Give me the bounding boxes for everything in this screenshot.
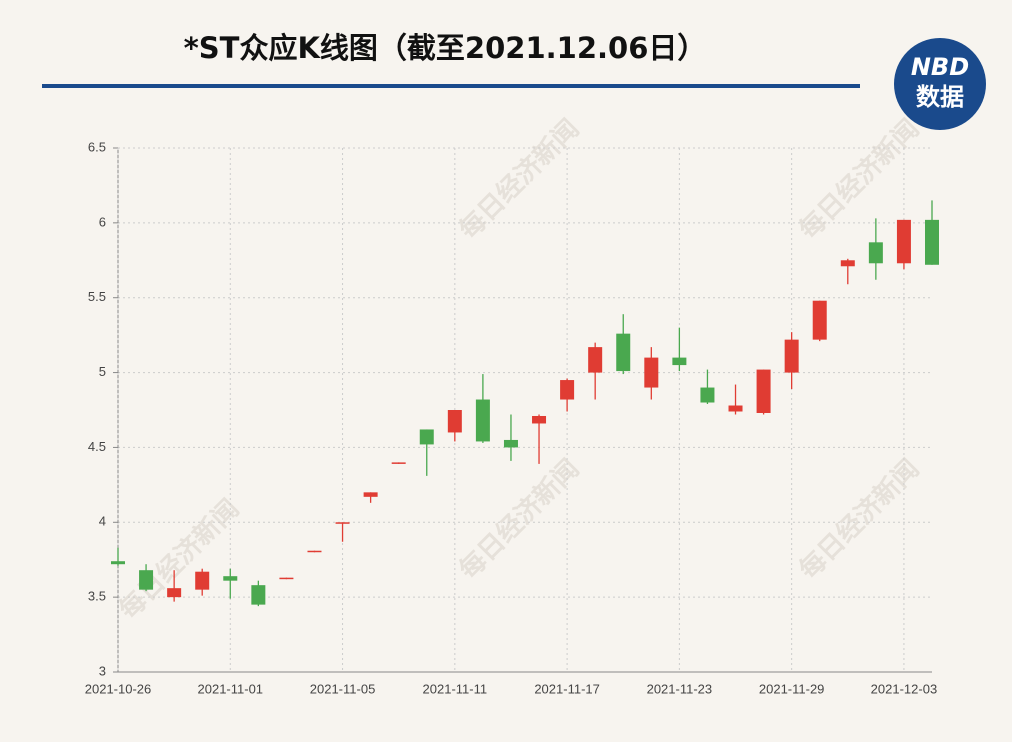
- x-tick-label: 2021-11-11: [423, 681, 488, 696]
- chart-title: *ST众应K线图（截至2021.12.06日）: [184, 31, 707, 65]
- candle-body: [700, 387, 715, 403]
- candle-body: [419, 429, 434, 445]
- candle-body: [111, 561, 125, 565]
- candle-body: [925, 219, 939, 265]
- candle-body: [672, 357, 687, 366]
- y-tick-label: 3.5: [88, 589, 106, 604]
- candle-body: [363, 492, 378, 497]
- logo-text: 数据: [916, 83, 964, 111]
- candle-body: [279, 577, 294, 580]
- candle-body: [139, 570, 154, 590]
- candle-body: [532, 415, 547, 424]
- title-rule: [42, 84, 860, 88]
- candle-body: [644, 357, 659, 388]
- candle-body: [616, 333, 631, 372]
- candle-body: [812, 300, 827, 340]
- candle-body: [251, 585, 266, 605]
- candle-body: [896, 219, 911, 264]
- y-tick-label: 5: [99, 364, 106, 379]
- y-tick-label: 6.5: [88, 139, 106, 154]
- x-tick-label: 2021-11-05: [310, 681, 376, 696]
- candle-body: [784, 339, 799, 373]
- candle-body: [868, 242, 883, 264]
- candle-body: [588, 347, 603, 373]
- y-tick-label: 5.5: [88, 289, 106, 304]
- candle-body: [756, 369, 771, 413]
- candle-body: [335, 522, 350, 524]
- x-tick-label: 2021-11-17: [534, 681, 600, 696]
- x-tick-label: 2021-10-26: [85, 681, 152, 696]
- candle-body: [560, 380, 575, 400]
- y-tick-label: 4.5: [88, 439, 106, 454]
- y-tick-label: 3: [99, 663, 106, 678]
- x-tick-label: 2021-12-03: [871, 681, 938, 696]
- candle-body: [195, 571, 210, 590]
- candle-body: [475, 399, 490, 442]
- x-tick-label: 2021-11-01: [198, 681, 264, 696]
- candle-body: [447, 410, 462, 433]
- candle-body: [728, 405, 743, 412]
- candle-body: [391, 462, 406, 464]
- candle-body: [503, 439, 518, 448]
- candle-body: [840, 260, 855, 267]
- candle-body: [223, 576, 238, 581]
- y-tick-label: 6: [99, 214, 106, 229]
- y-tick-label: 4: [99, 514, 106, 529]
- plot: 3 3.5 4 4.5 5 5.5 6 6.5 2021-10-26 2021-11-01 2021…: [85, 139, 939, 696]
- candle-body: [167, 588, 182, 598]
- logo: [894, 38, 986, 130]
- logo-text: NBD: [911, 53, 969, 81]
- candle-body: [307, 550, 322, 553]
- x-tick-label: 2021-11-29: [759, 681, 825, 696]
- x-tick-label: 2021-11-23: [647, 681, 713, 696]
